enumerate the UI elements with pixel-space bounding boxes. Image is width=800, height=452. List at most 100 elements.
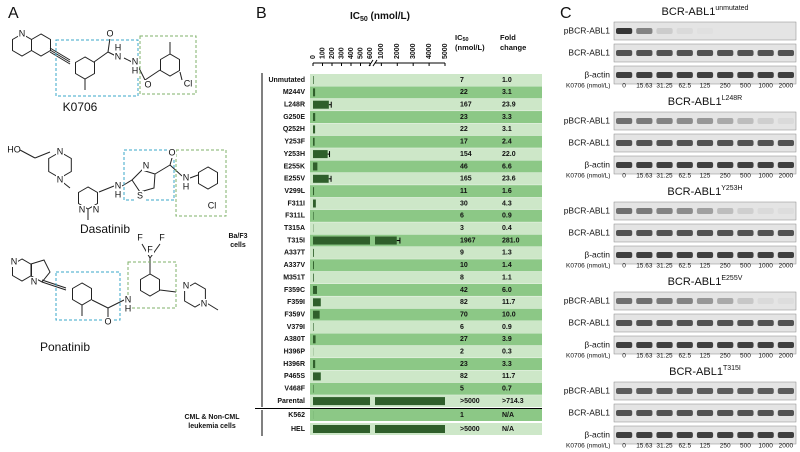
row-band (310, 123, 542, 136)
blot-band (696, 162, 714, 168)
x-tick-label: 400 (348, 47, 355, 59)
category-label: A337V (284, 262, 306, 269)
atom-label: F (147, 244, 153, 254)
category-label: M351T (283, 274, 306, 281)
atom-bg (104, 317, 112, 327)
dose-label: 250 (720, 83, 731, 90)
value-label: 82 (460, 373, 468, 380)
blot-band (717, 410, 734, 416)
blot-title: BCR-ABL1L248R (668, 95, 742, 108)
atom-bg (56, 175, 64, 185)
blot-band (636, 162, 653, 168)
fold-change: 281.0 (502, 237, 520, 244)
atom-bg (158, 233, 166, 243)
category-label: F359I (287, 299, 305, 306)
atom-bg (136, 191, 144, 201)
dose-label: 2000 (779, 263, 794, 270)
blot-row-label: pBCR-ABL1 (564, 385, 611, 395)
highlight-box (175, 149, 227, 217)
dose-label: 2000 (779, 353, 794, 360)
value-label: 27 (460, 336, 468, 343)
blot-band (777, 140, 794, 146)
blot-band (717, 72, 734, 78)
value-label: 6 (460, 324, 464, 331)
atom-label: N (11, 256, 18, 266)
highlight-box (55, 39, 139, 97)
atom-label: N (57, 174, 64, 184)
blot-band (737, 50, 754, 56)
dose-label: 125 (700, 263, 711, 270)
blot-band (757, 432, 774, 438)
blot-row-label: BCR-ABL1 (568, 317, 610, 327)
blot-band (777, 410, 794, 416)
atom-label: N (183, 172, 190, 182)
blot-row-label: β-actin (584, 339, 610, 349)
blot-title: BCR-ABL1Y253H (667, 185, 742, 198)
blot-band (697, 28, 713, 34)
atom-label: O (104, 316, 111, 326)
blot-band (717, 162, 734, 168)
atom-bg (114, 43, 122, 53)
blot-band (656, 50, 673, 56)
dose-label: 0 (622, 263, 626, 270)
x-tick-label: 300 (338, 47, 345, 59)
atom-bg (168, 148, 176, 158)
bar (313, 310, 320, 319)
fold-change: 6.0 (502, 287, 512, 294)
blot-band (737, 388, 754, 394)
fold-change: N/A (502, 426, 514, 433)
dose-label: 500 (740, 83, 751, 90)
dose-label: 1000 (758, 443, 773, 450)
dose-label: 2000 (779, 443, 794, 450)
bond (144, 69, 161, 81)
dose-label: 250 (720, 173, 731, 180)
dose-label: 15.63 (636, 263, 653, 270)
row-band (310, 148, 542, 161)
row-band (310, 283, 542, 296)
blot-panel (613, 291, 797, 311)
category-label: G250E (283, 114, 305, 121)
atom-bg (131, 66, 139, 76)
x-axis-title: IC50 (nmol/L) (350, 11, 410, 23)
blot-band (696, 298, 714, 304)
value-label: 46 (460, 163, 468, 170)
atom-bg (10, 145, 18, 155)
blot-band (656, 388, 673, 394)
value-label: >5000 (460, 398, 480, 405)
dose-label: 31.25 (656, 263, 673, 270)
blot-band (757, 230, 774, 236)
blot-row-label: β-actin (584, 69, 610, 79)
row-band (310, 358, 542, 371)
bar (313, 397, 370, 406)
bond (137, 65, 146, 81)
blot-band (616, 320, 633, 326)
blot-band (777, 388, 794, 394)
bar (375, 397, 445, 406)
panel-label: B (256, 5, 267, 22)
blot-band (656, 410, 673, 416)
blot-band (737, 72, 754, 78)
blot-band (777, 320, 794, 326)
dose-label: 500 (740, 353, 751, 360)
atom-bg (114, 190, 122, 200)
atom-label: Cl (208, 200, 217, 210)
atom-label: O (144, 79, 151, 89)
fold-change: 1.6 (502, 188, 512, 195)
dose-label: 62.5 (678, 83, 691, 90)
column-header: (nmol/L) (455, 43, 485, 52)
blot-title-part: BCR-ABL1 (669, 366, 723, 378)
blot-band (757, 342, 774, 348)
blot-band (777, 72, 794, 78)
dose-label: 15.63 (636, 353, 653, 360)
blot-band (696, 252, 714, 258)
fold-change: 3.9 (502, 336, 512, 343)
row-band (310, 222, 542, 235)
category-label: F311L (285, 213, 306, 220)
atom-bg (106, 29, 114, 39)
blot-band (696, 50, 714, 56)
blot-band (737, 342, 754, 348)
blot-title-part: Y253H (721, 185, 742, 192)
bond (123, 57, 133, 63)
blot-band (656, 432, 673, 438)
